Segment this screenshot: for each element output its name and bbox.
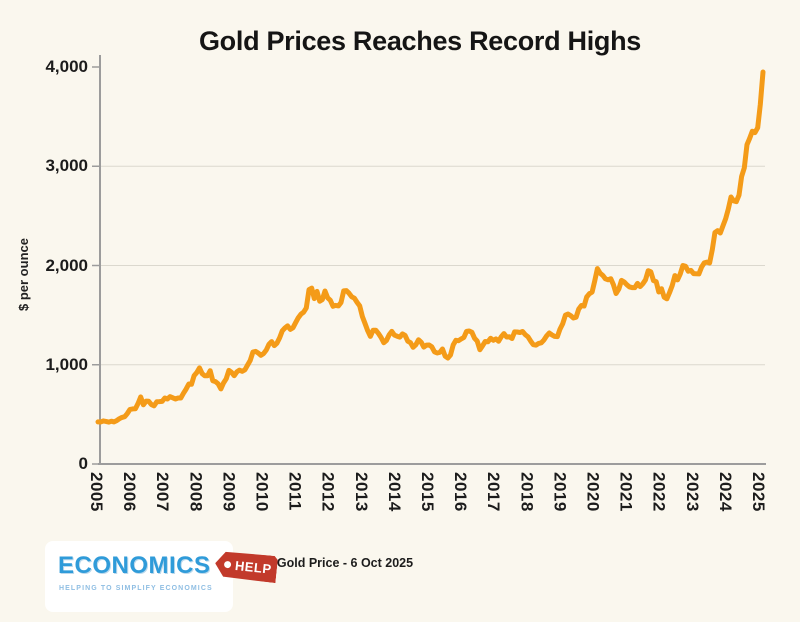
logo-tag-label: HELP <box>233 557 272 577</box>
y-axis-title: $ per ounce <box>16 238 31 312</box>
x-tick-label-2014: 2014 <box>384 472 404 512</box>
y-tick-label-3,000: 3,000 <box>45 156 88 176</box>
x-tick-label-2016: 2016 <box>451 472 471 512</box>
x-tick-label-2024: 2024 <box>715 472 735 512</box>
gold-price-series <box>95 69 766 425</box>
x-tick-label-2018: 2018 <box>517 472 537 512</box>
x-tick-label-2012: 2012 <box>318 472 338 512</box>
x-tick-label-2011: 2011 <box>285 472 305 511</box>
x-tick-label-2006: 2006 <box>120 472 140 512</box>
x-tick-label-2008: 2008 <box>186 472 206 512</box>
x-tick-label-2020: 2020 <box>583 472 603 512</box>
y-tick-label-1,000: 1,000 <box>45 354 88 374</box>
x-tick-label-2021: 2021 <box>616 472 636 512</box>
x-tick-label-2009: 2009 <box>219 472 239 512</box>
logo-tagline: HELPING TO SIMPLIFY ECONOMICS <box>59 585 213 592</box>
logo-wordmark: ECONOMICS <box>58 552 211 579</box>
y-tick-label-0: 0 <box>78 454 88 473</box>
chart-title: Gold Prices Reaches Record Highs <box>198 26 642 56</box>
y-tick-label-2,000: 2,000 <box>45 255 88 275</box>
logo-row: ECONOMICS HELP <box>58 552 277 580</box>
x-tick-label-2019: 2019 <box>550 472 570 512</box>
x-tick-label-2015: 2015 <box>418 472 437 512</box>
tag-hole-icon <box>223 560 231 568</box>
chart-caption: Gold Price - 6 Oct 2025 <box>276 556 414 570</box>
price-tag-icon: HELP <box>213 549 277 582</box>
x-tick-label-2017: 2017 <box>484 472 504 512</box>
x-tick-label-2010: 2010 <box>252 472 272 512</box>
x-tick-label-2007: 2007 <box>153 472 173 512</box>
x-tick-label-2013: 2013 <box>351 472 371 512</box>
x-tick-label-2005: 2005 <box>87 472 106 512</box>
x-tick-label-2022: 2022 <box>649 472 669 512</box>
x-tick-label-2025: 2025 <box>749 472 768 512</box>
x-tick-label-2023: 2023 <box>682 472 702 512</box>
y-tick-label-4,000: 4,000 <box>45 57 88 76</box>
economics-help-logo: ECONOMICS HELP HELPING TO SIMPLIFY ECONO… <box>45 541 233 612</box>
